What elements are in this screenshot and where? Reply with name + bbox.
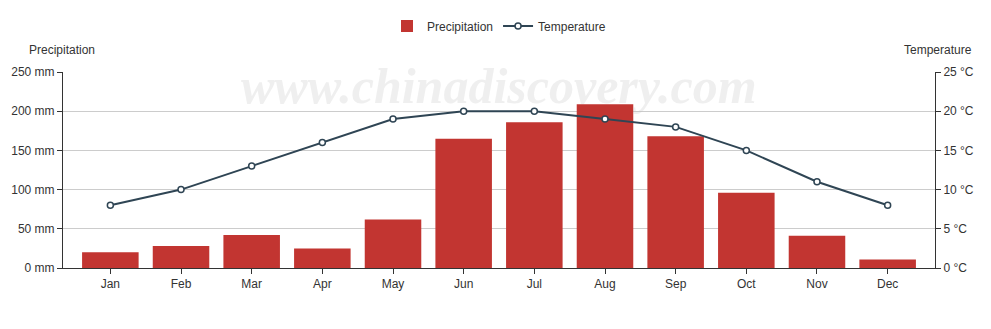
- svg-text:0 mm: 0 mm: [25, 261, 55, 275]
- svg-text:Apr: Apr: [313, 277, 332, 291]
- svg-text:5 °C: 5 °C: [943, 222, 967, 236]
- svg-text:Sep: Sep: [665, 277, 687, 291]
- svg-text:50 mm: 50 mm: [18, 222, 55, 236]
- svg-text:www.chinadiscovery.com: www.chinadiscovery.com: [241, 58, 757, 114]
- svg-text:Jan: Jan: [101, 277, 120, 291]
- svg-text:15 °C: 15 °C: [943, 144, 973, 158]
- svg-text:Precipitation: Precipitation: [29, 43, 95, 57]
- svg-text:May: May: [382, 277, 405, 291]
- svg-text:10 °C: 10 °C: [943, 183, 973, 197]
- svg-text:100 mm: 100 mm: [11, 183, 54, 197]
- svg-text:20 °C: 20 °C: [943, 104, 973, 118]
- svg-text:0 °C: 0 °C: [943, 261, 967, 275]
- svg-text:Precipitation: Precipitation: [427, 20, 493, 34]
- svg-text:Nov: Nov: [806, 277, 827, 291]
- svg-text:Mar: Mar: [241, 277, 262, 291]
- svg-text:Temperature: Temperature: [538, 20, 606, 34]
- svg-text:Jul: Jul: [527, 277, 542, 291]
- svg-text:25 °C: 25 °C: [943, 65, 973, 79]
- svg-text:Feb: Feb: [171, 277, 192, 291]
- svg-text:Temperature: Temperature: [904, 43, 972, 57]
- svg-text:Dec: Dec: [877, 277, 898, 291]
- svg-text:Oct: Oct: [737, 277, 756, 291]
- svg-text:150 mm: 150 mm: [11, 144, 54, 158]
- svg-text:Aug: Aug: [594, 277, 615, 291]
- svg-text:250 mm: 250 mm: [11, 65, 54, 79]
- svg-text:Jun: Jun: [454, 277, 473, 291]
- svg-text:200 mm: 200 mm: [11, 104, 54, 118]
